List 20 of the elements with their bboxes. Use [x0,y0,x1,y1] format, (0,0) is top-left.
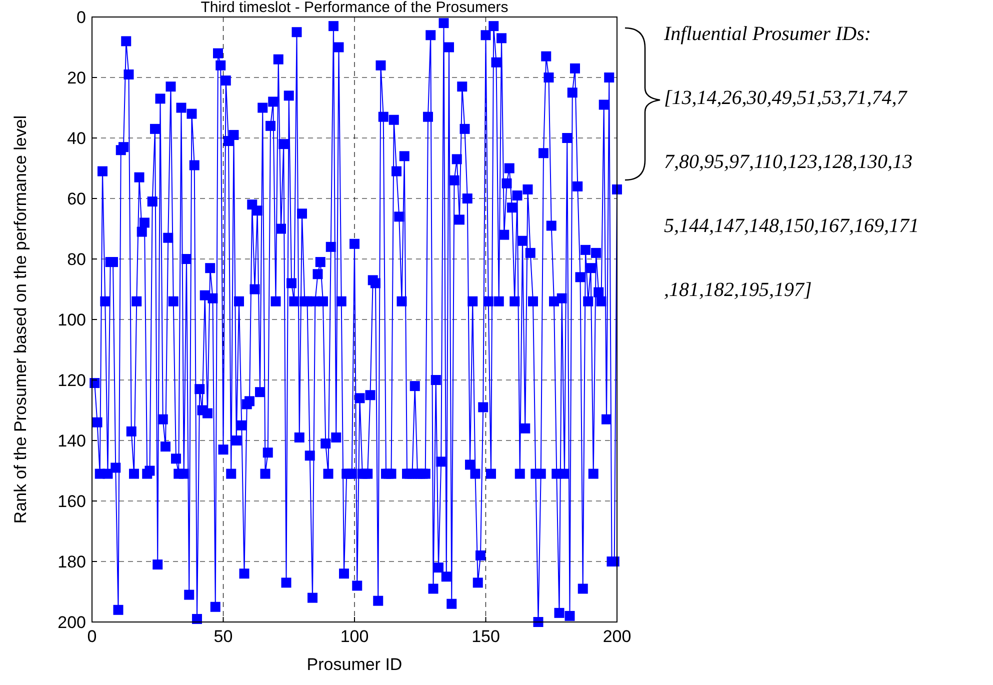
text: [13,14,26,30,49,51,53,71,74,77,80,95,97,110,123,128,130,135,144,147,148,150,167,169,171,181,182,195,197] [664,87,919,301]
x-tick-label: 100 [340,627,369,646]
y-tick-label: 100 [58,310,86,330]
y-axis-title: Rank of the Prosumer based on the performance level [11,115,30,524]
y-tick-label: 60 [67,190,86,208]
chart-title: Third timeslot - Performance of the Prosumers [200,0,508,16]
y-tick-label: 200 [58,613,86,632]
x-tick-label: 150 [472,627,500,646]
y-tick-label: 80 [67,250,86,269]
y-tick-label: 40 [67,129,86,148]
text: Influential Prosumer IDs: [663,23,872,45]
y-tick-label: 20 [67,68,86,88]
y-tick-label: 120 [58,371,86,390]
x-axis-title: Prosumer ID [306,655,402,674]
y-tick-label: 140 [58,432,86,450]
y-tick-label: 180 [58,552,86,572]
x-tick-label: 200 [602,627,632,646]
y-tick-label: 160 [58,492,86,511]
x-tick-label: 50 [214,627,233,646]
y-tick-label: 0 [76,8,86,27]
